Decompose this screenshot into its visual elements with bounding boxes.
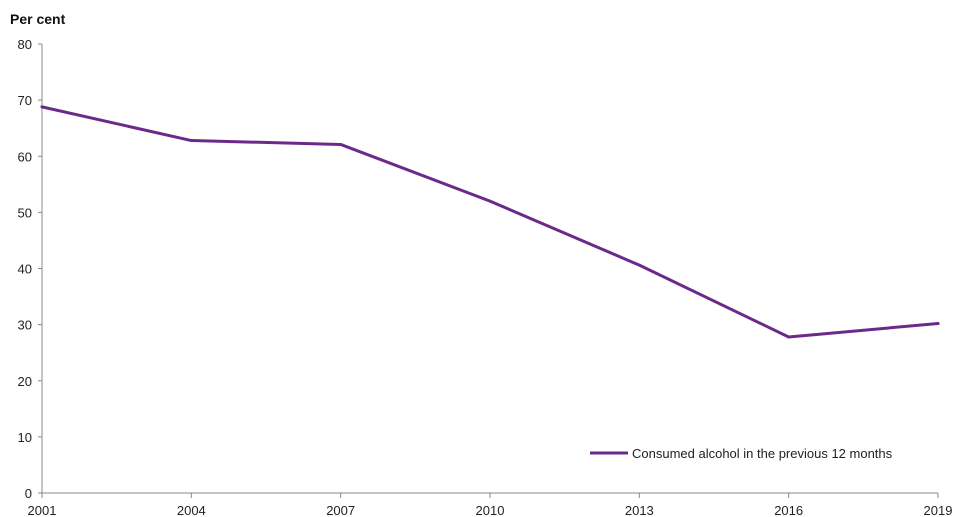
y-tick-label: 40: [18, 262, 32, 277]
legend-label: Consumed alcohol in the previous 12 mont…: [632, 446, 893, 461]
data-point: [40, 105, 44, 109]
y-tick-label: 30: [18, 318, 32, 333]
series-line: [40, 105, 940, 339]
series-layer: [40, 105, 940, 339]
y-tick-label: 50: [18, 205, 32, 220]
y-tick-label: 20: [18, 374, 32, 389]
data-point: [936, 322, 940, 326]
legend: Consumed alcohol in the previous 12 mont…: [590, 446, 893, 461]
y-tick-label: 10: [18, 430, 32, 445]
data-point: [189, 139, 193, 143]
x-tick-label: 2019: [924, 503, 953, 517]
x-tick-label: 2010: [476, 503, 505, 517]
data-point: [488, 199, 492, 203]
y-tick-label: 70: [18, 93, 32, 108]
y-tick-label: 0: [25, 486, 32, 501]
x-tick-label: 2013: [625, 503, 654, 517]
x-tick-label: 2016: [774, 503, 803, 517]
y-axis-title: Per cent: [10, 11, 66, 27]
y-tick-label: 60: [18, 149, 32, 164]
data-point: [339, 142, 343, 146]
data-point: [637, 263, 641, 267]
axes: 0 10 20 30 40 50 60 70 80 2001 2004 2007 2010 2013 201…: [18, 37, 953, 517]
y-tick-label: 80: [18, 37, 32, 52]
x-tick-label: 2004: [177, 503, 206, 517]
data-point: [787, 335, 791, 339]
x-tick-label: 2001: [28, 503, 57, 517]
x-tick-label: 2007: [326, 503, 355, 517]
